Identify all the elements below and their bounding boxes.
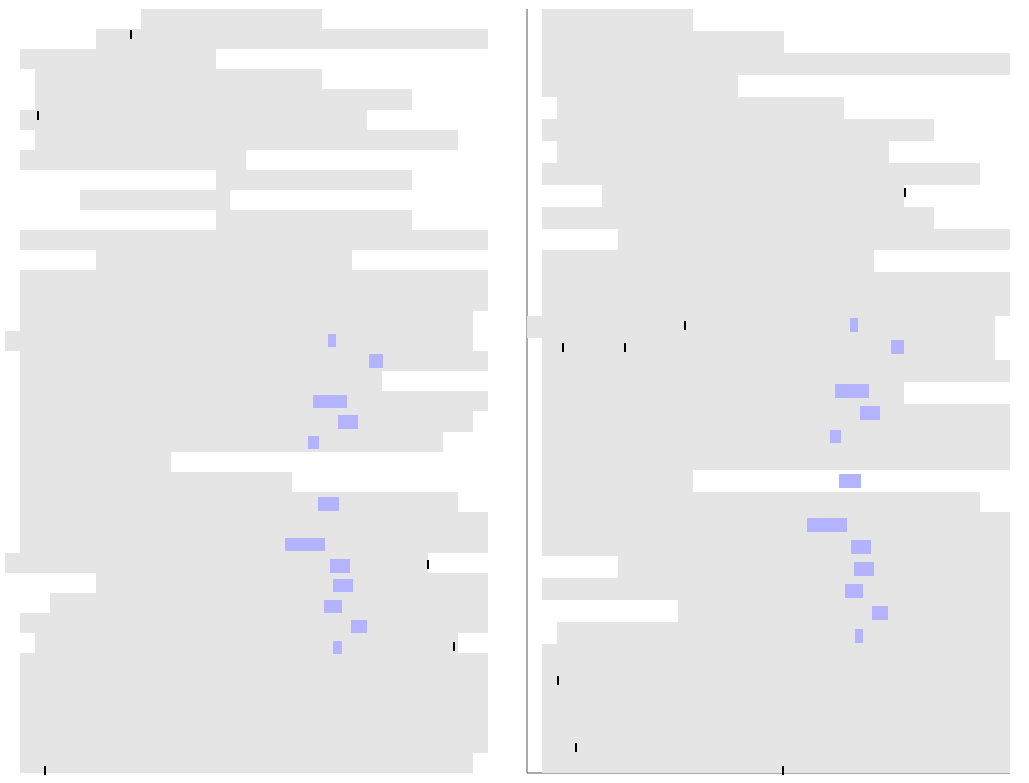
row-block [542,338,995,360]
row-block [678,600,1010,622]
row-block [20,391,488,411]
caret [904,188,906,197]
row-block [20,270,488,311]
highlight [839,474,861,488]
left-panel [5,9,488,775]
highlight [330,559,350,573]
row-block [35,130,458,150]
row-block [542,31,784,53]
row-block [96,250,352,270]
row-block [542,163,980,185]
row-block [20,110,367,130]
row-block [96,573,488,593]
row-block [35,89,412,110]
row-block [20,653,488,753]
row-block [20,371,382,391]
row-block [542,492,980,512]
row-block [557,141,889,163]
row-block [542,9,693,31]
row-block [20,432,443,452]
highlight [872,606,888,620]
caret [453,642,455,651]
caret [684,321,686,330]
row-block [20,150,246,170]
highlight [860,406,880,420]
row-block [20,452,171,472]
row-block [542,360,1010,382]
row-block [141,9,322,29]
highlight [333,641,342,654]
row-block [542,382,904,404]
row-block [542,578,1010,600]
row-block [527,316,995,338]
row-block [20,753,473,773]
row-block [20,49,216,69]
row-block [50,593,488,613]
highlight [830,430,841,443]
highlight [318,497,339,511]
caret [427,560,429,569]
row-block [557,622,1010,644]
row-block [618,229,1010,250]
highlight [333,579,353,592]
highlight [308,436,319,449]
caret [782,766,784,775]
highlight [324,600,342,613]
row-block [20,492,458,512]
row-block [542,272,1010,316]
row-block [20,311,473,331]
row-block [35,633,458,653]
highlight [285,538,325,551]
caret [624,343,626,352]
highlight [351,620,367,633]
highlight [328,334,336,347]
row-block [216,170,412,190]
highlight [845,584,863,598]
caret [575,743,577,752]
caret [44,766,46,775]
row-block [20,512,488,553]
caret [37,111,39,120]
row-block [542,512,1010,556]
highlight [891,340,904,354]
row-block [542,119,934,141]
highlight [369,354,383,368]
caret [557,676,559,685]
caret [130,30,132,39]
row-block [542,250,874,272]
row-block [20,230,488,250]
right-panel [526,9,1010,775]
row-block [602,185,904,207]
highlight [854,562,874,576]
highlight [855,629,863,643]
highlight [850,318,858,332]
row-block [618,556,1010,578]
row-block [216,210,412,230]
highlight [807,518,847,532]
row-block [20,613,488,633]
row-block [20,472,292,492]
row-block [542,75,738,97]
highlight [835,384,869,398]
row-block [542,404,1010,470]
row-block [20,351,488,371]
row-block [542,644,1010,773]
caret [562,343,564,352]
row-block [96,29,488,49]
row-block [557,97,844,119]
row-block [5,331,473,351]
row-block [542,207,934,229]
highlight [851,540,871,554]
row-block [542,470,693,492]
row-block [5,553,428,573]
row-block [80,190,230,210]
row-block [35,69,322,89]
row-block [542,53,1010,75]
highlight [338,415,358,429]
highlight [313,395,347,408]
row-block [20,411,473,432]
